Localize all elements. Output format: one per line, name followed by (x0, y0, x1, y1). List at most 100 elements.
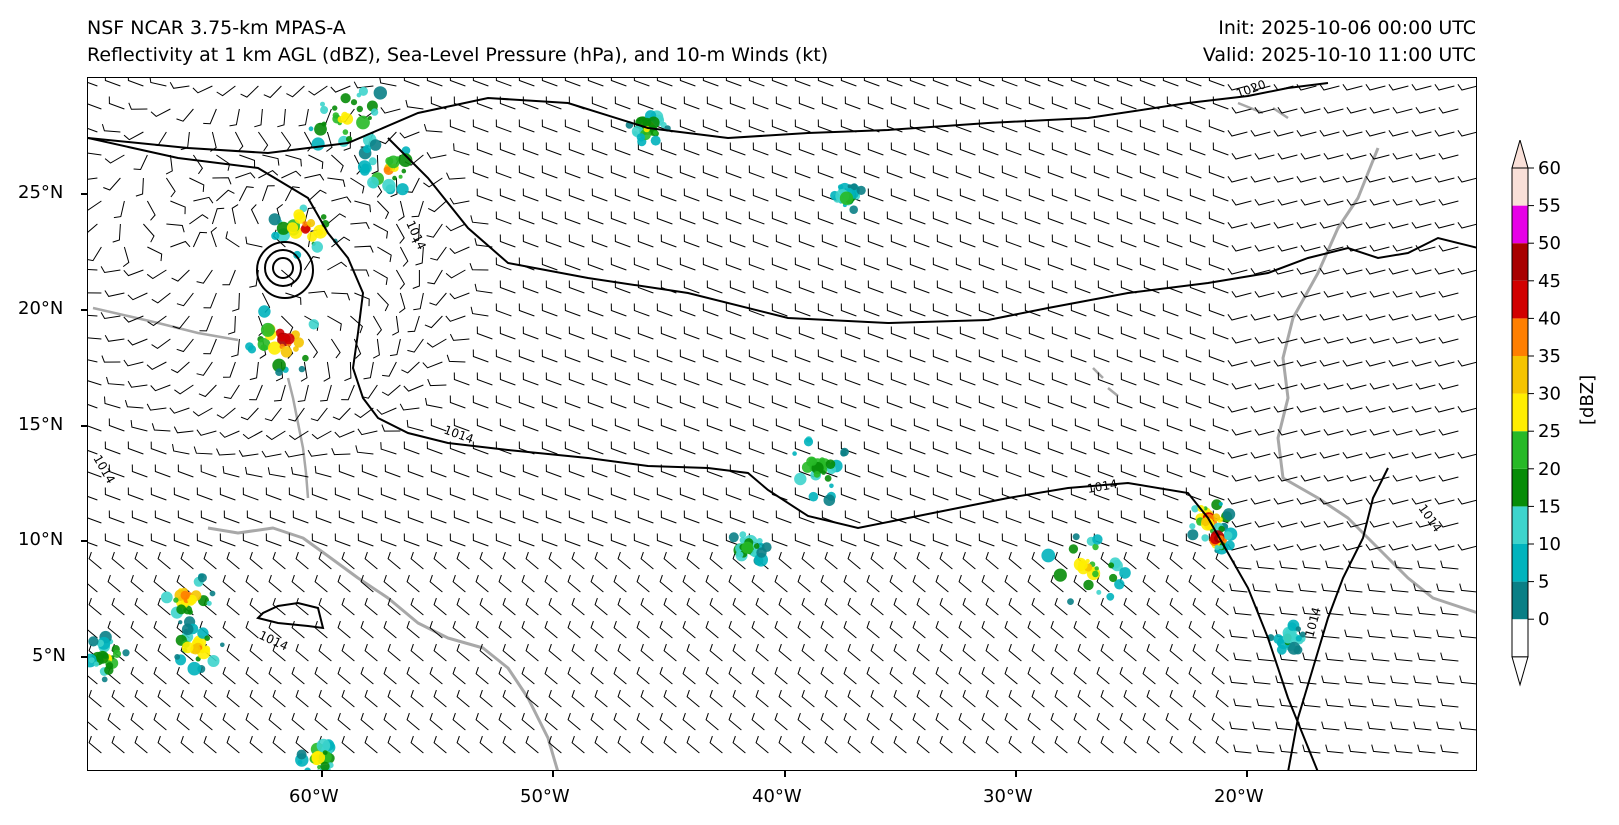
wind-barb (1348, 744, 1367, 754)
wind-barb (318, 643, 332, 662)
wind-barb (192, 85, 213, 94)
wind-barb (479, 597, 493, 616)
wind-barb (1227, 498, 1248, 505)
wind-barb (640, 735, 654, 754)
wind-barb (955, 165, 972, 179)
wind-barb (88, 223, 98, 233)
colorbar-swatch (1512, 619, 1528, 657)
wind-barb (817, 257, 834, 271)
wind-barb (636, 620, 650, 639)
reflectivity-cell (1067, 598, 1074, 605)
wind-barb (633, 257, 650, 271)
wind-barb (978, 78, 995, 87)
reflectivity-cell (1053, 568, 1067, 582)
reflectivity-cell (363, 144, 372, 154)
wind-barb (453, 96, 470, 110)
wind-barb (683, 510, 700, 524)
wind-barb (100, 266, 121, 274)
wind-barb (1415, 521, 1436, 528)
wind-barb (403, 441, 420, 455)
reflectivity-cell (293, 337, 304, 348)
wind-barb (890, 142, 907, 156)
wind-barb (978, 303, 995, 317)
wind-barb (955, 303, 972, 317)
wind-barb (935, 620, 949, 639)
wind-barb (1051, 326, 1068, 340)
reflectivity-cell (369, 139, 382, 151)
reflectivity-cell (652, 130, 658, 136)
wind-barb (1051, 234, 1068, 248)
wind-barb (798, 188, 815, 202)
wind-barb (863, 78, 880, 87)
wind-barb (752, 326, 769, 340)
wind-barb (476, 372, 493, 386)
wind-barb (939, 643, 953, 662)
wind-barb (127, 338, 148, 346)
wind-barb (377, 200, 390, 220)
reflectivity-cell (96, 650, 109, 664)
wind-barb (360, 620, 374, 639)
wind-barb (1116, 211, 1133, 225)
wind-barb (541, 303, 558, 317)
wind-barb (913, 234, 930, 248)
lon-tick (552, 771, 554, 777)
reflectivity-cell (342, 129, 349, 135)
wind-barb (587, 78, 604, 87)
wind-barb (778, 735, 792, 754)
reflectivity-cell (356, 115, 370, 130)
wind-barb (824, 551, 838, 570)
wind-barb (88, 177, 98, 180)
wind-barb (171, 269, 190, 282)
wind-barb (564, 349, 581, 363)
lon-tick (1246, 771, 1248, 777)
wind-barb (219, 430, 240, 438)
wind-barb (401, 361, 420, 374)
reflectivity-cell (849, 205, 858, 214)
wind-barb (820, 712, 834, 731)
wind-barb (425, 397, 443, 409)
wind-barb (587, 349, 604, 363)
wind-barb (567, 620, 581, 639)
wind-barb (314, 666, 328, 685)
wind-barb (909, 349, 926, 363)
wind-barb (916, 597, 930, 616)
wind-barb (88, 471, 102, 478)
wind-barb (1342, 406, 1363, 413)
wind-barb (1054, 735, 1068, 754)
reflectivity-cell (181, 623, 194, 636)
wind-barb (1277, 199, 1298, 206)
wind-barb (982, 188, 999, 202)
reflectivity-cell (275, 368, 283, 377)
wind-barb (406, 574, 420, 593)
wind-barb (867, 372, 884, 386)
wind-barb (1367, 721, 1386, 731)
wind-barb (1321, 675, 1340, 685)
wind-barb (1120, 372, 1137, 386)
wind-barb (982, 510, 999, 524)
wind-barb (1323, 429, 1344, 436)
wind-barb (327, 261, 348, 271)
wind-barb (798, 96, 815, 110)
wind-barb (172, 444, 190, 455)
wind-barb (203, 108, 217, 125)
wind-barb (337, 620, 351, 639)
wind-barb (1438, 337, 1459, 344)
wind-barb (216, 189, 235, 202)
wind-barb (479, 551, 493, 570)
wind-barb (502, 551, 516, 570)
wind-barb (890, 280, 907, 294)
wind-barb (446, 354, 466, 363)
wind-barb (1250, 498, 1271, 505)
wind-barb (755, 643, 769, 662)
wind-barb (1250, 544, 1271, 551)
wind-barb (913, 418, 930, 432)
reflectivity-cell (302, 354, 309, 362)
reflectivity-cell (1108, 562, 1115, 569)
wind-barb (863, 441, 880, 455)
reflectivity-cell (636, 133, 646, 142)
wind-barb (729, 234, 746, 248)
wind-barb (280, 131, 292, 152)
wind-barb (617, 551, 631, 570)
wind-barb (568, 234, 585, 248)
wind-barb (1275, 583, 1294, 593)
